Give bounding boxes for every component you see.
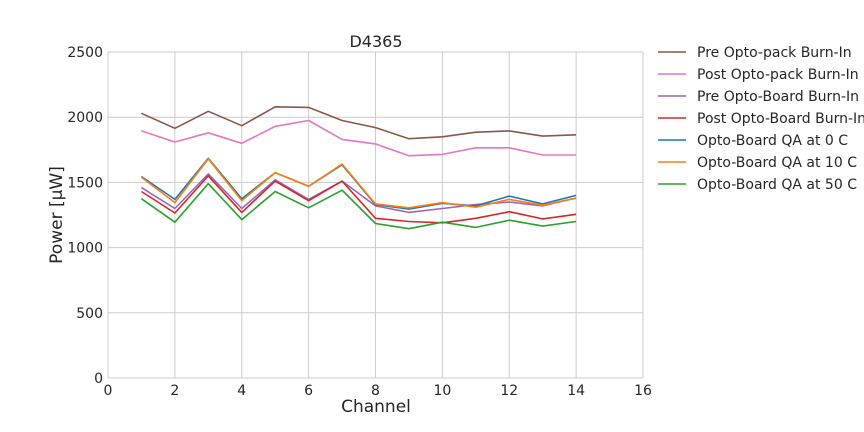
legend-label: Pre Opto-pack Burn-In (697, 45, 852, 61)
series-line-3 (140, 173, 577, 214)
series-line-1 (141, 106, 577, 140)
chart-title: D4365 (349, 32, 402, 51)
y-tick-label: 0 (94, 371, 103, 387)
x-tick-label: 16 (634, 383, 652, 399)
y-tick-label: 500 (76, 306, 103, 322)
x-tick-label: 2 (170, 383, 179, 399)
series-line-7 (140, 182, 577, 230)
tick-labels: 0 2 4 6 8 10 12 14 16 0 500 1000 1500 2000 2500 (67, 45, 652, 399)
legend-label: Pre Opto-Board Burn-In (697, 89, 859, 105)
y-tick-label: 2000 (67, 110, 103, 126)
y-axis-label: Power [μW] (47, 166, 67, 264)
series-line-2 (141, 119, 577, 157)
x-tick-label: 0 (104, 383, 113, 399)
x-tick-label: 8 (371, 383, 380, 399)
x-tick-label: 6 (304, 383, 313, 399)
y-tick-label: 2500 (67, 45, 103, 61)
x-tick-label: 12 (500, 383, 518, 399)
y-tick-label: 1500 (67, 175, 103, 191)
x-tick-label: 14 (567, 383, 585, 399)
legend-label: Post Opto-pack Burn-In (697, 67, 859, 83)
legend: Pre Opto-pack Burn-In Post Opto-pack Burn… (658, 45, 864, 193)
y-tick-label: 1000 (67, 241, 103, 257)
x-axis-label: Channel (341, 397, 411, 417)
series-line-6 (140, 158, 577, 209)
series-line-4 (140, 175, 577, 224)
legend-label: Opto-Board QA at 0 C (697, 133, 848, 149)
grid (107, 51, 644, 379)
legend-label: Opto-Board QA at 50 C (697, 177, 857, 193)
x-tick-label: 4 (237, 383, 246, 399)
legend-label: Post Opto-Board Burn-In (697, 111, 864, 127)
x-tick-label: 10 (433, 383, 451, 399)
series-lines (140, 106, 577, 230)
legend-label: Opto-Board QA at 10 C (697, 155, 857, 171)
